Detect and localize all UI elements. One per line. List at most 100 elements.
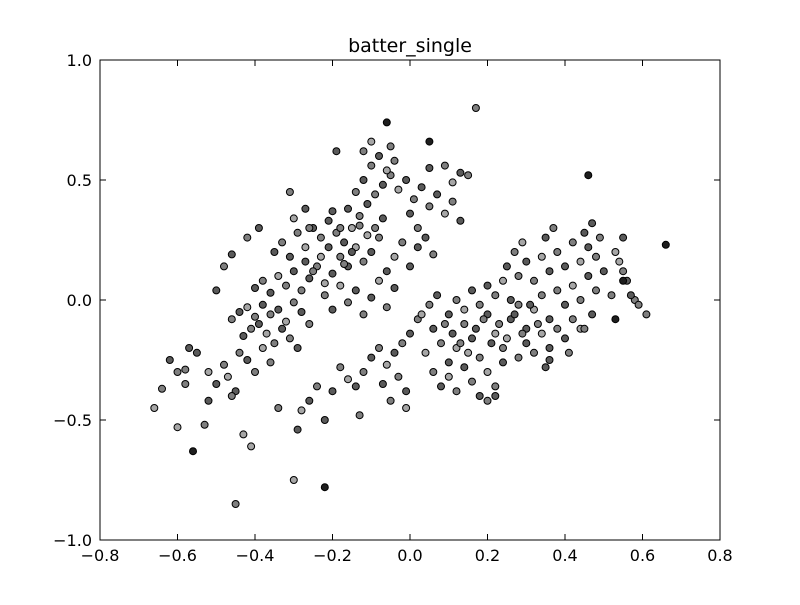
data-point xyxy=(471,104,480,112)
data-point xyxy=(464,171,473,180)
data-point xyxy=(367,293,376,302)
data-point xyxy=(305,396,314,405)
data-point xyxy=(305,320,314,328)
x-tick-label: 0.6 xyxy=(630,546,655,565)
data-point xyxy=(386,142,395,151)
data-point xyxy=(351,188,360,196)
data-point xyxy=(491,291,500,300)
data-point xyxy=(212,286,221,295)
data-point xyxy=(592,286,600,295)
data-point xyxy=(460,305,469,314)
data-point xyxy=(239,430,248,439)
data-point xyxy=(514,353,523,362)
data-point xyxy=(553,286,562,295)
data-point xyxy=(297,406,306,415)
data-point xyxy=(429,250,438,259)
data-point xyxy=(173,423,182,432)
x-tick-label: −0.4 xyxy=(236,546,275,565)
data-point xyxy=(464,348,473,357)
data-point xyxy=(378,180,387,189)
data-point xyxy=(568,281,577,290)
data-point xyxy=(626,291,635,300)
data-point xyxy=(460,363,469,372)
data-point xyxy=(258,276,267,285)
data-point xyxy=(495,320,504,328)
data-point xyxy=(293,344,302,352)
data-point xyxy=(429,368,438,376)
data-point xyxy=(301,257,310,266)
data-point xyxy=(444,310,453,319)
data-point xyxy=(456,339,465,348)
data-point xyxy=(564,348,573,357)
data-point xyxy=(413,243,422,252)
data-point xyxy=(584,171,593,180)
data-point xyxy=(328,207,337,216)
data-point xyxy=(293,228,302,237)
data-point xyxy=(289,214,298,223)
data-point xyxy=(584,243,593,252)
x-tick-label: 0.8 xyxy=(707,546,732,565)
data-point xyxy=(568,315,577,324)
data-point xyxy=(185,344,194,352)
data-point xyxy=(328,269,337,278)
data-point xyxy=(359,257,368,266)
data-point xyxy=(402,387,411,396)
data-point xyxy=(499,344,507,352)
x-tick-label: −0.8 xyxy=(81,546,120,565)
data-point xyxy=(390,252,399,261)
data-point xyxy=(359,176,368,184)
data-point xyxy=(382,166,391,175)
data-point xyxy=(545,315,554,324)
data-point xyxy=(305,274,314,283)
data-point xyxy=(510,310,519,319)
y-tick-label: 0.0 xyxy=(67,291,92,310)
data-point xyxy=(336,252,345,261)
data-point xyxy=(530,348,538,357)
data-point xyxy=(437,339,445,348)
data-point xyxy=(406,262,414,271)
x-tick-label: 0.0 xyxy=(397,546,422,565)
data-point xyxy=(402,404,411,412)
data-point xyxy=(394,372,403,381)
data-point xyxy=(452,296,461,304)
data-point xyxy=(456,168,465,177)
data-point xyxy=(502,262,511,271)
data-point xyxy=(537,291,546,300)
chart-title: batter_single xyxy=(348,35,472,57)
data-point xyxy=(285,188,294,196)
data-point xyxy=(316,252,325,261)
plot-frame xyxy=(99,59,721,541)
data-point xyxy=(220,262,228,271)
x-tick-label: 0.2 xyxy=(475,546,500,565)
data-point xyxy=(433,291,442,300)
y-tick-label: 1.0 xyxy=(67,51,92,70)
data-point xyxy=(150,404,159,412)
data-point xyxy=(313,382,321,391)
data-point xyxy=(592,252,600,261)
data-point xyxy=(367,161,376,170)
data-point xyxy=(382,267,391,276)
data-point xyxy=(537,329,546,338)
data-point xyxy=(425,300,434,309)
x-tick-label: −0.2 xyxy=(313,546,352,565)
data-point xyxy=(378,214,387,223)
data-point xyxy=(588,219,597,228)
data-point xyxy=(429,324,438,333)
data-point xyxy=(251,312,259,321)
data-point xyxy=(386,396,395,405)
data-point xyxy=(355,212,364,220)
data-point xyxy=(514,272,523,280)
data-point xyxy=(204,396,213,405)
data-point xyxy=(285,334,294,343)
data-point xyxy=(537,252,546,261)
data-point xyxy=(378,380,387,388)
data-point xyxy=(549,224,558,232)
data-point xyxy=(390,348,399,357)
data-point xyxy=(351,286,360,295)
data-point xyxy=(398,238,407,247)
x-tick-label: 0.4 xyxy=(552,546,577,565)
data-point xyxy=(545,267,554,276)
data-point xyxy=(619,267,628,276)
data-point xyxy=(390,284,399,292)
